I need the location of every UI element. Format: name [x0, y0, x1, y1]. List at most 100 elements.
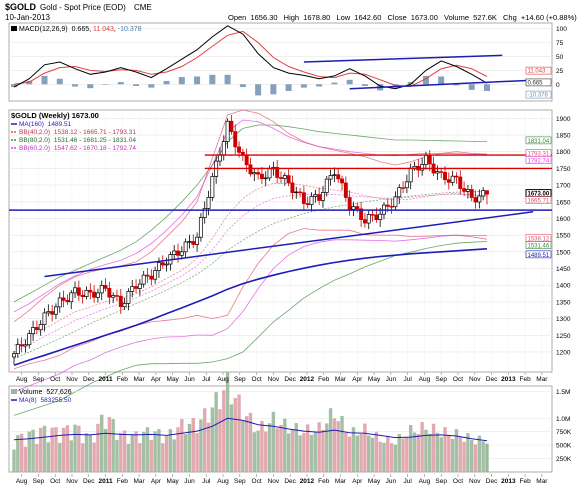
- x-axis-label: Mar: [536, 478, 548, 485]
- macd-lower-trendline: [349, 79, 541, 90]
- volume-bar: [347, 436, 352, 472]
- volume-bar: [462, 441, 466, 472]
- volume-bar: [191, 417, 195, 472]
- volume-bar: [359, 434, 363, 472]
- macd-histogram-bar: [239, 84, 246, 88]
- x-axis-label: Jun: [386, 376, 397, 383]
- low-value: 1642.60: [354, 13, 381, 22]
- x-axis-label: Oct: [50, 478, 60, 485]
- macd-legend-swatch: [11, 26, 17, 31]
- candle-up: [378, 213, 383, 220]
- chg-value: +14.60 (+0.88%): [521, 13, 577, 22]
- volume-bar: [458, 436, 462, 472]
- volume-bar: [264, 431, 268, 472]
- volume-bar: [119, 432, 123, 472]
- volume-bar: [145, 427, 150, 472]
- candle-up: [27, 333, 32, 346]
- candle-down: [259, 173, 264, 180]
- volume-bar: [122, 430, 127, 472]
- volume-bar: [203, 408, 207, 472]
- macd-upper-trendline: [303, 54, 503, 63]
- candle-up: [23, 344, 28, 347]
- x-axis-label: 2013: [501, 376, 516, 383]
- volume-bar: [378, 441, 382, 472]
- volume-bar: [260, 420, 264, 472]
- candle-up: [225, 120, 230, 142]
- x-axis-label: Nov: [469, 478, 481, 485]
- x-axis-volume: Aug Sep Oct Nov Dec 2011 Feb Mar Apr May Jun Jul Aug…: [16, 474, 548, 485]
- ma160-legend-value: 1489.51: [48, 121, 72, 128]
- candle-up: [481, 190, 486, 197]
- x-axis-label: Jun: [184, 376, 195, 383]
- volume-legend: Volume 527,626 MA(8) 583255.50: [11, 389, 72, 404]
- price-y-tick: 1250: [556, 333, 571, 340]
- volume-bar: [470, 440, 474, 472]
- volume-bar: [309, 434, 314, 472]
- candle-up: [73, 287, 77, 294]
- volume-bar: [195, 433, 199, 472]
- candle-up: [141, 274, 146, 285]
- macd-legend: MACD(12,26,9) 0.665, 11.043, -10.378: [11, 26, 142, 33]
- volume-bar: [149, 440, 154, 472]
- volume-y-tick: 750K: [556, 429, 572, 436]
- candle-down: [469, 189, 474, 198]
- candle-down: [427, 155, 432, 165]
- macd-histogram-bar: [26, 80, 33, 85]
- macd-histogram-bar: [178, 77, 185, 85]
- candle-up: [282, 175, 287, 179]
- macd-histogram-bar: [300, 84, 307, 88]
- candle-down: [362, 219, 367, 224]
- candle-down: [446, 179, 451, 183]
- x-axis-label: Sep: [435, 376, 447, 383]
- candle-up: [15, 344, 20, 354]
- volume-bar: [271, 411, 276, 472]
- volume-bar: [88, 434, 92, 472]
- x-axis-label: Aug: [419, 478, 431, 485]
- price-right-label: 1531.46: [528, 244, 550, 250]
- candle-up: [423, 155, 428, 165]
- candle-up: [38, 324, 43, 331]
- macd-y-tick: 50: [556, 54, 564, 61]
- volume-bar: [325, 423, 329, 472]
- volume-bar: [35, 443, 39, 472]
- price-right-label: 1538.12: [528, 237, 550, 243]
- x-axis-label: Oct: [252, 376, 262, 383]
- macd-histogram-bar: [56, 78, 63, 85]
- volume-bar: [214, 392, 218, 472]
- macd-histogram-bar: [346, 79, 353, 85]
- x-axis-label: Sep: [234, 478, 246, 485]
- x-axis-label: Sep: [33, 478, 45, 485]
- volume-bar: [103, 428, 108, 472]
- bb60-legend-name: BB(60,2.0): [19, 145, 50, 152]
- candle-down: [134, 286, 139, 289]
- ma160-legend: MA(160) 1489.51: [19, 121, 72, 128]
- volume-bar: [351, 427, 356, 472]
- volume-bar: [19, 433, 24, 472]
- chart-symbol: $GOLD: [5, 2, 37, 12]
- macd-histogram-bar: [133, 84, 140, 86]
- high-value: 1678.80: [303, 13, 330, 22]
- volume-bar: [393, 444, 398, 472]
- x-axis-label: Aug: [16, 376, 28, 383]
- macd-histogram-bar: [255, 84, 262, 96]
- candle-up: [31, 327, 36, 334]
- chart-date: 10-Jan-2013: [5, 13, 50, 22]
- volume-bar: [77, 425, 81, 472]
- candle-up: [435, 171, 440, 174]
- candle-up: [111, 295, 116, 298]
- candle-up: [187, 241, 192, 243]
- x-axis-label: Dec: [83, 376, 95, 383]
- x-axis-label: Feb: [117, 478, 129, 485]
- macd-legend-v2: 11.043: [93, 26, 114, 33]
- macd-histogram-bar: [117, 82, 124, 85]
- bb80-legend: BB(80,2.0) 1531.46 - 1681.25 - 1831.04: [19, 137, 136, 144]
- volume-bar: [416, 433, 421, 472]
- candle-down: [439, 171, 444, 173]
- candle-down: [34, 327, 39, 331]
- volume-bar: [382, 442, 386, 472]
- price-y-tick: 1550: [556, 233, 571, 240]
- volume-bar: [363, 423, 367, 472]
- x-axis-label: 2013: [501, 478, 516, 485]
- candle-down: [160, 262, 165, 266]
- price-y-tick: 1500: [556, 249, 571, 256]
